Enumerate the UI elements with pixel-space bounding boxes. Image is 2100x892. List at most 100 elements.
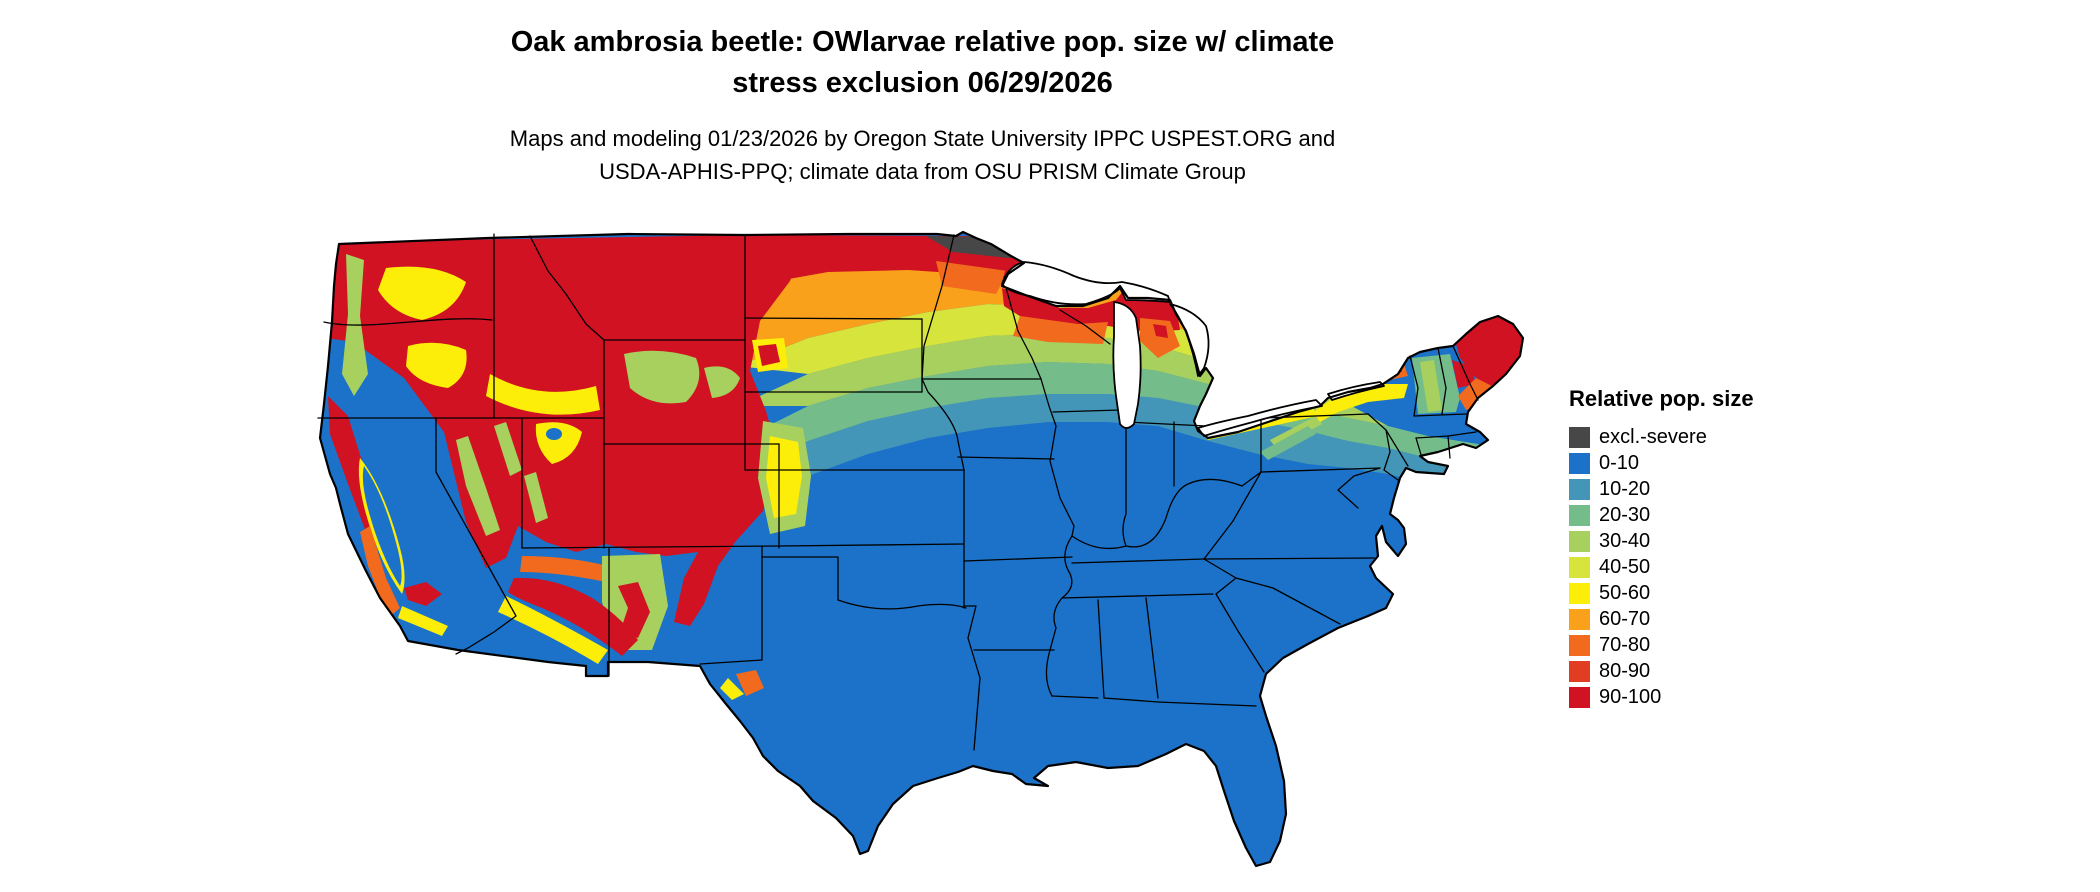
region-central-valley <box>362 466 402 586</box>
border-ny-nj <box>1386 430 1408 466</box>
legend-label: 60-70 <box>1599 608 1651 630</box>
great-salt-lake <box>546 428 562 440</box>
border-delaware-river <box>1368 414 1398 480</box>
region-michigan-interior <box>1140 318 1180 358</box>
legend-label: 70-80 <box>1599 634 1651 656</box>
border-ga-sc <box>1216 594 1264 672</box>
border-ga-al <box>1146 598 1158 698</box>
subtitle-line-2: USDA-APHIS-PPQ; climate data from OSU PR… <box>599 159 1246 184</box>
title-line-1: Oak ambrosia beetle: OWlarvae relative p… <box>510 26 1335 58</box>
legend-label: 50-60 <box>1599 582 1651 604</box>
border-ca-nv <box>436 418 516 654</box>
region-mogollon-rim <box>508 577 638 656</box>
legend-swatch <box>1569 686 1590 708</box>
border-va-wv <box>1204 472 1261 559</box>
border-mississippi-river <box>1041 379 1074 696</box>
region-michigan-spot <box>1153 324 1168 338</box>
region-nevada-basin-1 <box>456 436 500 536</box>
region-central-coast <box>360 526 400 618</box>
border-al-fl <box>1104 698 1158 702</box>
border-id-mt <box>530 236 604 340</box>
border-ia-mo <box>958 457 1054 459</box>
region-west-texas-fringe <box>720 678 744 700</box>
border-nm-tx <box>700 546 762 664</box>
page-subtitle: Maps and modeling 01/23/2026 by Oregon S… <box>0 122 1845 188</box>
legend-swatch <box>1569 556 1590 578</box>
page-title: Oak ambrosia beetle: OWlarvae relative p… <box>0 22 1845 104</box>
state-borders <box>318 234 1478 750</box>
legend-item: 90-100 <box>1569 684 1869 710</box>
legend-label: 40-50 <box>1599 556 1651 578</box>
legend-label: excl.-severe <box>1599 426 1707 448</box>
border-ohio-river <box>1072 472 1261 548</box>
region-wyoming-basin-1 <box>624 350 700 404</box>
legend-item: 50-60 <box>1569 580 1869 606</box>
region-vt-stripe <box>1420 360 1442 412</box>
region-teal-band <box>738 394 1523 518</box>
legend-label: 10-20 <box>1599 478 1651 500</box>
legend-label: 30-40 <box>1599 530 1651 552</box>
border-mn-west <box>922 235 954 379</box>
border-ga-fl <box>1158 702 1256 706</box>
region-nevada-basin-3 <box>524 472 548 523</box>
legend-swatch <box>1569 608 1590 630</box>
region-se-oregon-basin <box>406 342 467 388</box>
lake-erie <box>1198 400 1322 436</box>
border-ms-la <box>1052 696 1098 698</box>
legend-item: 40-50 <box>1569 554 1869 580</box>
border-ct-ri <box>1448 436 1450 458</box>
legend: Relative pop. size excl.-severe 0-10 10-20… <box>1569 386 1869 710</box>
legend-item: 30-40 <box>1569 528 1869 554</box>
border-tx-la <box>964 606 980 750</box>
region-north-arizona <box>520 556 608 582</box>
border-nc-sc <box>1236 578 1340 624</box>
region-gila-mountains <box>618 582 650 638</box>
legend-item: excl.-severe <box>1569 424 1869 450</box>
border-mo-ar <box>964 557 1072 561</box>
legend-item: 0-10 <box>1569 450 1869 476</box>
legend-swatch <box>1569 660 1590 682</box>
legend-item: 60-70 <box>1569 606 1869 632</box>
legend-item: 10-20 <box>1569 476 1869 502</box>
region-north-wisconsin <box>1013 316 1108 344</box>
border-mn-wi <box>1005 284 1041 379</box>
border-il-in <box>1123 426 1126 546</box>
region-pa-ridge-2 <box>1260 426 1316 460</box>
region-columbia-basin <box>378 266 466 320</box>
border-al-ms <box>1098 600 1104 698</box>
legend-swatch <box>1569 452 1590 474</box>
legend-label: 80-90 <box>1599 660 1651 682</box>
region-transverse-ranges <box>404 582 442 606</box>
legend-title: Relative pop. size <box>1569 386 1754 411</box>
legend-swatch <box>1569 530 1590 552</box>
border-37n <box>522 544 964 548</box>
region-new-york <box>1313 384 1408 422</box>
region-wyoming-basin-2 <box>704 366 740 398</box>
border-ma-north <box>1414 414 1466 416</box>
legend-item: 80-90 <box>1569 658 1869 684</box>
region-yellowgreen-band <box>738 334 1388 426</box>
border-vt-nh <box>1438 348 1446 414</box>
border-tn-south <box>1062 594 1213 598</box>
region-snake-river-plain <box>486 374 600 415</box>
legend-items: excl.-severe 0-10 10-20 20-30 30-40 40-50 50-6… <box>1569 424 1869 710</box>
border-nh-me <box>1453 346 1478 400</box>
legend-item: 70-80 <box>1569 632 1869 658</box>
legend-swatch <box>1569 478 1590 500</box>
region-green-band <box>738 362 1523 478</box>
region-west-texas-mtns <box>736 670 764 696</box>
subtitle-line-1: Maps and modeling 01/23/2026 by Oregon S… <box>509 126 1336 151</box>
legend-swatch <box>1569 504 1590 526</box>
border-wa-or <box>324 319 492 325</box>
region-north-minnesota <box>936 261 1008 294</box>
region-nevada-basin-2 <box>494 422 522 476</box>
region-socal-fringe <box>398 606 448 636</box>
border-ok-tx <box>762 557 966 609</box>
border-mi-south <box>1126 422 1206 426</box>
legend-label: 90-100 <box>1599 686 1662 708</box>
legend-label: 0-10 <box>1599 452 1640 474</box>
region-maine <box>1456 316 1523 388</box>
border-pa-south <box>1261 468 1380 472</box>
region-black-hills <box>758 344 780 366</box>
legend-item: 20-30 <box>1569 502 1869 528</box>
